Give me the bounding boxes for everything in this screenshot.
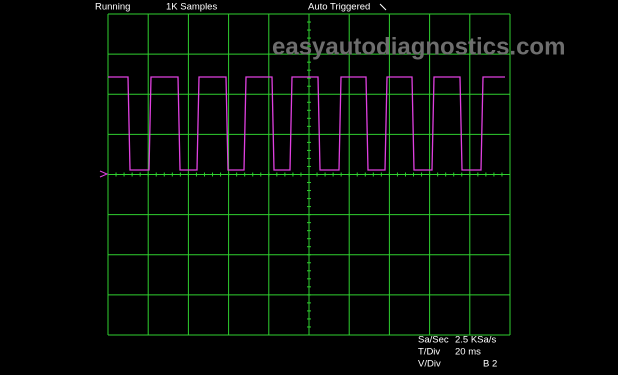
waveform — [108, 76, 505, 171]
setting-label: Sa/Sec — [418, 335, 449, 346]
grid — [107, 13, 511, 336]
trigger-mode: Auto Triggered — [308, 2, 370, 13]
setting-label: T/Div — [418, 347, 440, 358]
sample-count: 1K Samples — [166, 2, 217, 13]
setting-label: V/Div — [418, 359, 441, 370]
watermark: easyautodiagnostics.com — [272, 33, 565, 60]
setting-value: 2.5 KSa/s — [455, 335, 496, 346]
setting-value: 20 ms — [455, 347, 481, 358]
setting-value: B 2 — [483, 359, 497, 370]
trigger-icon — [379, 3, 387, 11]
ground-marker — [99, 170, 109, 178]
run-state: Running — [95, 2, 130, 13]
